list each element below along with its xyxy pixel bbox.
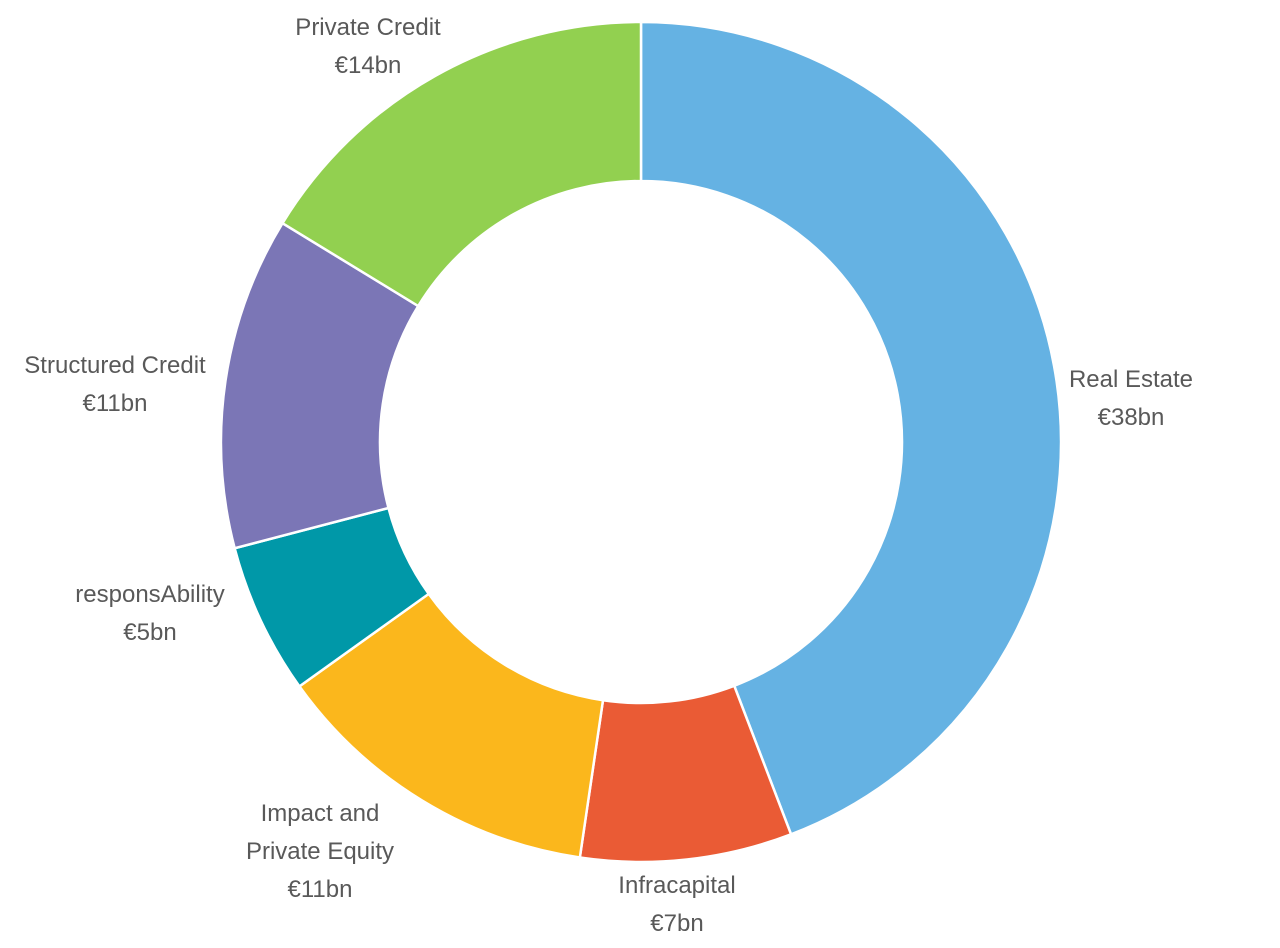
slice-real-estate bbox=[639, 20, 1063, 836]
label-value: €5bn bbox=[123, 619, 177, 646]
label-real-estate: Real Estate €38bn bbox=[1069, 361, 1193, 437]
label-value: €11bn bbox=[82, 390, 148, 417]
label-impact-private-equity: Impact and Private Equity €11bn bbox=[220, 795, 420, 909]
label-name: Structured Credit bbox=[24, 352, 206, 379]
label-value: €38bn bbox=[1097, 404, 1165, 431]
label-name: Private Credit bbox=[295, 14, 441, 41]
label-name: Infracapital bbox=[618, 872, 736, 899]
label-infracapital: Infracapital €7bn bbox=[618, 867, 735, 943]
label-value: €11bn bbox=[287, 876, 353, 903]
label-name: Impact and Private Equity bbox=[245, 800, 395, 865]
label-structured-credit: Structured Credit €11bn bbox=[24, 347, 205, 423]
label-private-credit: Private Credit €14bn bbox=[295, 9, 440, 85]
label-value: €14bn bbox=[334, 52, 402, 79]
slice-private-credit bbox=[280, 20, 643, 308]
label-name: responsAbility bbox=[75, 581, 225, 608]
label-responsability: responsAbility €5bn bbox=[75, 576, 224, 652]
label-name: Real Estate bbox=[1068, 366, 1194, 393]
label-value: €7bn bbox=[650, 910, 704, 937]
